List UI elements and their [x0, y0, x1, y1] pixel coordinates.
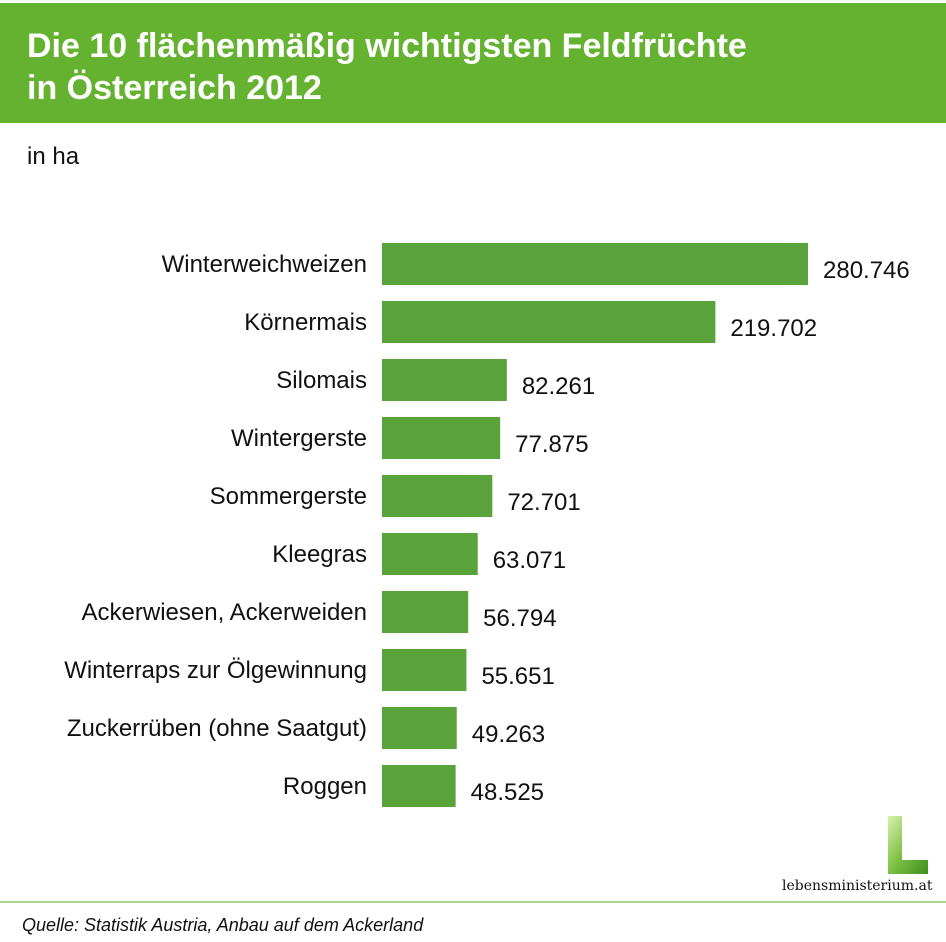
category-label: Winterraps zur Ölgewinnung	[64, 657, 367, 684]
value-label: 219.702	[730, 315, 817, 342]
bar-6	[382, 591, 469, 633]
value-label: 63.071	[493, 547, 566, 574]
category-label: Roggen	[283, 773, 367, 800]
unit-label: in ha	[27, 143, 80, 170]
category-label: Winterweichweizen	[162, 251, 367, 278]
header-banner: Die 10 flächenmäßig wichtigsten Feldfrüc…	[0, 3, 946, 123]
bar-4	[382, 475, 493, 517]
bar-7	[382, 649, 467, 691]
value-label: 49.263	[472, 721, 545, 748]
bar-2	[382, 359, 507, 401]
value-label: 55.651	[481, 663, 554, 690]
bar-5	[382, 533, 478, 575]
lebensministerium-logo-icon	[888, 816, 928, 874]
category-label: Wintergerste	[231, 425, 367, 452]
value-label: 56.794	[483, 605, 556, 632]
bar-0	[382, 243, 808, 285]
bar-3	[382, 417, 501, 459]
source-note: Quelle: Statistik Austria, Anbau auf dem…	[22, 915, 424, 935]
value-label: 72.701	[507, 489, 580, 516]
category-label: Körnermais	[244, 309, 367, 336]
category-label: Ackerwiesen, Ackerweiden	[82, 599, 367, 626]
footer-divider	[0, 901, 946, 903]
value-label: 82.261	[522, 373, 595, 400]
chart-title: Die 10 flächenmäßig wichtigsten Feldfrüc…	[27, 27, 747, 107]
bar-1	[382, 301, 716, 343]
category-label: Zuckerrüben (ohne Saatgut)	[67, 715, 367, 742]
category-label: Sommergerste	[210, 483, 367, 510]
value-label: 48.525	[471, 779, 544, 806]
value-label: 280.746	[823, 257, 910, 284]
category-label: Kleegras	[272, 541, 367, 568]
bar-8	[382, 707, 457, 749]
bar-chart: Winterweichweizen 280.746 Körnermais 219.70…	[64, 243, 910, 807]
bar-9	[382, 765, 456, 807]
logo-text: lebensministerium.at	[782, 878, 933, 894]
category-label: Silomais	[276, 367, 367, 394]
value-label: 77.875	[515, 431, 588, 458]
